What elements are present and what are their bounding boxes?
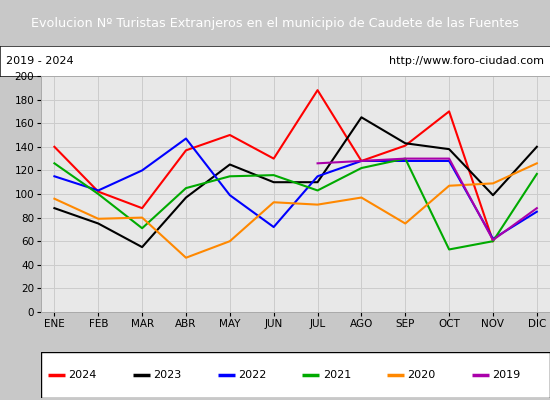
Text: http://www.foro-ciudad.com: http://www.foro-ciudad.com — [389, 56, 544, 66]
Text: 2022: 2022 — [238, 370, 266, 380]
Text: 2020: 2020 — [408, 370, 436, 380]
FancyBboxPatch shape — [41, 352, 550, 398]
Text: 2019: 2019 — [492, 370, 521, 380]
Text: Evolucion Nº Turistas Extranjeros en el municipio de Caudete de las Fuentes: Evolucion Nº Turistas Extranjeros en el … — [31, 16, 519, 30]
Text: 2023: 2023 — [153, 370, 182, 380]
Text: 2024: 2024 — [68, 370, 97, 380]
Text: 2021: 2021 — [323, 370, 351, 380]
Text: 2019 - 2024: 2019 - 2024 — [6, 56, 73, 66]
